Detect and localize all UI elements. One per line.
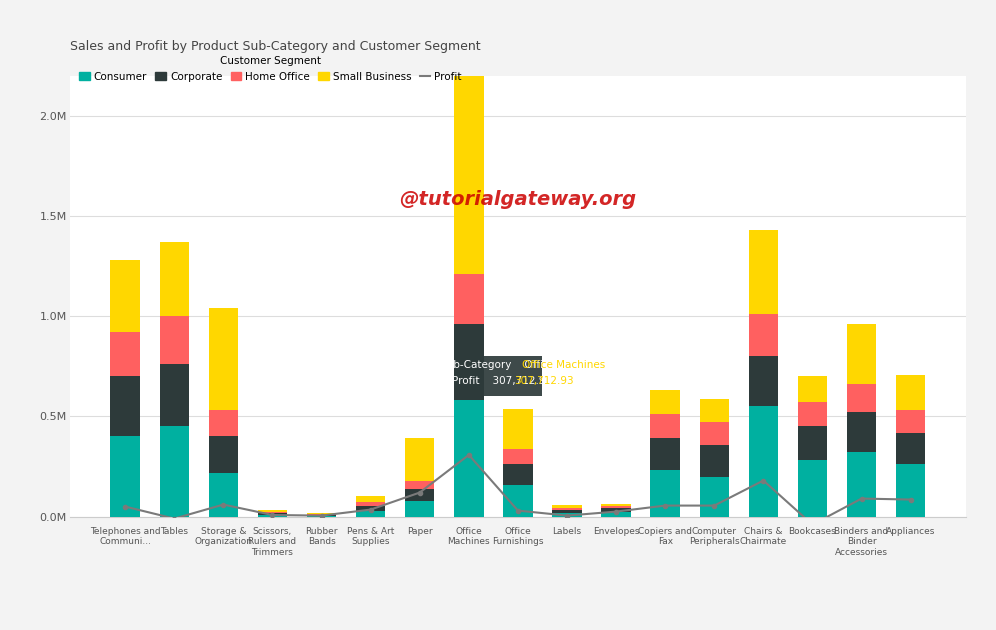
- Bar: [258, 515, 287, 517]
- Bar: [749, 356, 778, 406]
- Text: Office Machines: Office Machines: [522, 360, 606, 370]
- Bar: [798, 427, 828, 461]
- Text: 307,712.93: 307,712.93: [515, 376, 574, 386]
- Bar: [208, 472, 238, 517]
- Bar: [307, 513, 337, 514]
- Bar: [602, 508, 630, 512]
- Bar: [553, 513, 582, 517]
- Bar: [798, 461, 828, 517]
- Bar: [553, 510, 582, 513]
- Bar: [699, 445, 729, 476]
- Bar: [699, 422, 729, 445]
- Bar: [307, 515, 337, 517]
- Bar: [159, 242, 189, 316]
- Bar: [847, 324, 876, 384]
- Bar: [405, 488, 434, 501]
- Bar: [159, 364, 189, 427]
- Bar: [749, 314, 778, 356]
- Bar: [356, 510, 385, 517]
- Bar: [208, 410, 238, 437]
- Bar: [208, 437, 238, 472]
- Bar: [356, 502, 385, 505]
- Text: Sales and Profit by Product Sub-Category and Customer Segment: Sales and Profit by Product Sub-Category…: [70, 40, 480, 54]
- Bar: [503, 410, 533, 449]
- Text: @tutorialgateway.org: @tutorialgateway.org: [399, 190, 636, 209]
- Bar: [896, 433, 925, 464]
- Bar: [602, 505, 630, 508]
- Bar: [602, 503, 630, 505]
- Bar: [798, 403, 828, 427]
- Bar: [749, 406, 778, 517]
- Bar: [503, 464, 533, 484]
- Text: Profit    307,712.93: Profit 307,712.93: [452, 376, 552, 386]
- Bar: [258, 513, 287, 515]
- Bar: [847, 452, 876, 517]
- Bar: [111, 437, 139, 517]
- Bar: [650, 415, 680, 438]
- Bar: [553, 505, 582, 508]
- Bar: [896, 375, 925, 410]
- Bar: [356, 505, 385, 510]
- Bar: [258, 510, 287, 512]
- Text: Product Sub-Category    Office Machines: Product Sub-Category Office Machines: [396, 360, 608, 370]
- Bar: [111, 332, 139, 376]
- Bar: [798, 376, 828, 403]
- Bar: [699, 399, 729, 422]
- Bar: [454, 324, 483, 400]
- Bar: [699, 476, 729, 517]
- Bar: [602, 512, 630, 517]
- Bar: [258, 512, 287, 513]
- Bar: [405, 481, 434, 488]
- Legend: Consumer, Corporate, Home Office, Small Business, Profit: Consumer, Corporate, Home Office, Small …: [75, 52, 466, 86]
- Bar: [847, 384, 876, 413]
- Bar: [159, 316, 189, 364]
- Bar: [454, 62, 483, 274]
- Bar: [896, 410, 925, 433]
- Bar: [503, 484, 533, 517]
- Bar: [650, 438, 680, 471]
- Bar: [111, 376, 139, 437]
- Bar: [405, 501, 434, 517]
- Bar: [650, 471, 680, 517]
- Bar: [896, 464, 925, 517]
- Bar: [749, 230, 778, 314]
- Bar: [159, 427, 189, 517]
- Bar: [553, 508, 582, 510]
- Bar: [208, 308, 238, 410]
- Bar: [847, 413, 876, 452]
- Bar: [454, 274, 483, 324]
- Bar: [454, 400, 483, 517]
- Bar: [650, 391, 680, 415]
- Bar: [356, 496, 385, 502]
- Bar: [405, 438, 434, 481]
- FancyBboxPatch shape: [464, 356, 543, 396]
- Bar: [111, 260, 139, 332]
- Bar: [503, 449, 533, 464]
